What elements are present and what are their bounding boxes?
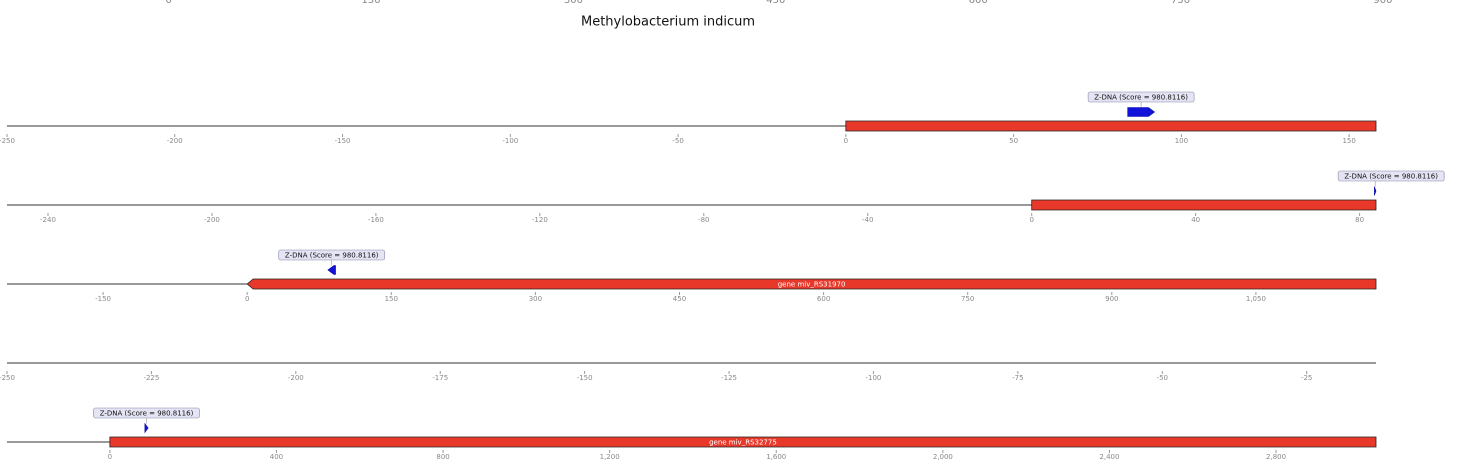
zdna-label: Z-DNA (Score = 980.8116) bbox=[1094, 94, 1188, 102]
tick-label: 0 bbox=[844, 137, 848, 145]
tick-label: -150 bbox=[335, 137, 351, 145]
tick-label: 40 bbox=[1191, 216, 1200, 224]
title: Methylobacterium indicum bbox=[581, 15, 755, 30]
tick-label: -100 bbox=[502, 137, 518, 145]
tick-label: 80 bbox=[1355, 216, 1364, 224]
tick-label: 750 bbox=[961, 295, 974, 303]
tick-label: 800 bbox=[436, 453, 449, 461]
tick-label: 1,200 bbox=[600, 453, 620, 461]
label-box bbox=[278, 249, 386, 261]
tick-label: 2,000 bbox=[933, 453, 953, 461]
tick-label: -240 bbox=[40, 216, 56, 224]
tick-label: -50 bbox=[1157, 374, 1168, 382]
tick-label: -250 bbox=[0, 137, 15, 145]
tick-label: 400 bbox=[270, 453, 283, 461]
label-box bbox=[1337, 170, 1445, 182]
tick-label: -120 bbox=[532, 216, 548, 224]
zdna-feature bbox=[1374, 186, 1377, 196]
tick-label: 450 bbox=[673, 295, 686, 303]
tick-label: -200 bbox=[204, 216, 220, 224]
tick-label: 0 bbox=[108, 453, 112, 461]
gene bbox=[109, 436, 1377, 448]
gene-label: gene miv_RS31970 bbox=[778, 281, 846, 289]
tick-label: -160 bbox=[368, 216, 384, 224]
tick-label: 900 bbox=[1105, 295, 1118, 303]
zdna-label: Z-DNA (Score = 980.8116) bbox=[285, 252, 379, 260]
tick-label: 300 bbox=[529, 295, 542, 303]
tick-label: -225 bbox=[143, 374, 159, 382]
tick-label: 100 bbox=[1175, 137, 1188, 145]
tick-label: 50 bbox=[1009, 137, 1018, 145]
top-tick-label: 0 bbox=[165, 0, 171, 6]
tick-label: 150 bbox=[385, 295, 398, 303]
zdna-feature bbox=[327, 265, 336, 275]
zdna-feature bbox=[144, 422, 149, 434]
top-tick-label: 300 bbox=[564, 0, 583, 6]
gene bbox=[246, 278, 1377, 290]
tick-label: -200 bbox=[167, 137, 183, 145]
tick-label: -150 bbox=[95, 295, 111, 303]
label-box bbox=[93, 407, 200, 419]
tick-label: -100 bbox=[866, 374, 882, 382]
tick-label: -75 bbox=[1012, 374, 1023, 382]
tick-label: 600 bbox=[817, 295, 830, 303]
top-tick-label: 450 bbox=[766, 0, 785, 6]
top-tick-label: 750 bbox=[1171, 0, 1190, 6]
tick-label: 2,800 bbox=[1266, 453, 1286, 461]
gene bbox=[1031, 199, 1377, 211]
tick-label: -200 bbox=[288, 374, 304, 382]
tick-label: 0 bbox=[1029, 216, 1033, 224]
tick-label: -80 bbox=[698, 216, 709, 224]
gene bbox=[845, 120, 1377, 132]
tick-label: 1,050 bbox=[1246, 295, 1266, 303]
tick-label: -50 bbox=[672, 137, 683, 145]
tick-label: 0 bbox=[245, 295, 249, 303]
tick-label: 150 bbox=[1342, 137, 1355, 145]
tick-label: -250 bbox=[0, 374, 15, 382]
top-tick-label: 600 bbox=[969, 0, 988, 6]
zdna-label: Z-DNA (Score = 980.8116) bbox=[100, 410, 194, 418]
top-tick-label: 900 bbox=[1373, 0, 1392, 6]
tick-label: 2,400 bbox=[1099, 453, 1119, 461]
tick-label: -40 bbox=[862, 216, 873, 224]
zdna-label: Z-DNA (Score = 980.8116) bbox=[1344, 173, 1438, 181]
tick-label: 1,600 bbox=[766, 453, 786, 461]
gene-label: gene miv_RS32775 bbox=[709, 439, 777, 447]
zdna-feature bbox=[1127, 107, 1156, 117]
tick-label: -125 bbox=[721, 374, 737, 382]
tick-label: -175 bbox=[432, 374, 448, 382]
top-tick-label: 150 bbox=[361, 0, 380, 6]
tick-label: -25 bbox=[1301, 374, 1312, 382]
label-box bbox=[1087, 91, 1195, 103]
tick-label: -150 bbox=[577, 374, 593, 382]
